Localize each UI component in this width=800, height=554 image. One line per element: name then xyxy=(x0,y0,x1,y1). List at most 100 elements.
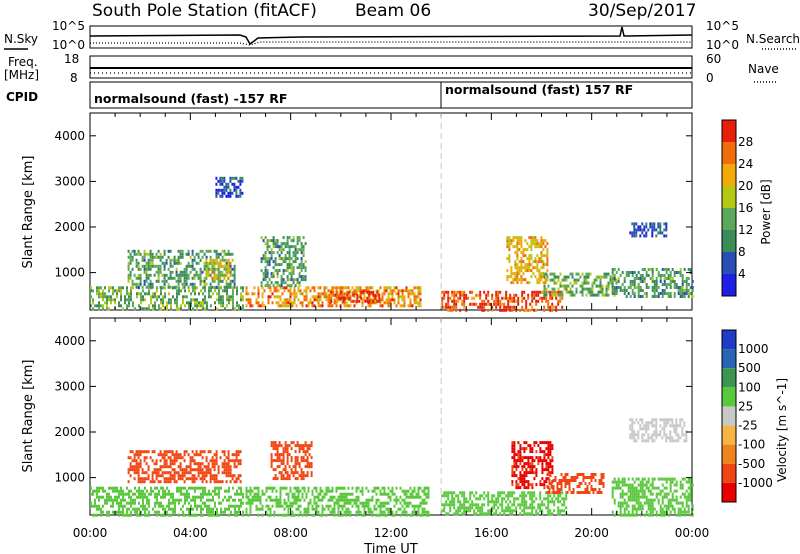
echo-cell xyxy=(194,301,196,305)
echo-cell xyxy=(203,282,206,286)
echo-cell xyxy=(270,462,273,466)
echo-cell xyxy=(385,289,388,293)
echo-cell xyxy=(177,465,180,469)
echo-cell xyxy=(561,290,564,294)
echo-cell xyxy=(300,248,303,252)
echo-cell xyxy=(162,495,164,499)
echo-cell xyxy=(653,486,656,490)
echo-cell xyxy=(282,242,285,246)
echo-cell xyxy=(516,239,519,243)
echo-cell xyxy=(207,465,210,469)
echo-cell xyxy=(577,272,580,276)
echo-cell xyxy=(205,258,208,262)
echo-cell xyxy=(330,293,333,297)
echo-cell xyxy=(192,495,194,499)
echo-cell xyxy=(514,236,517,240)
echo-cell xyxy=(541,299,544,303)
echo-cell xyxy=(304,453,307,457)
echo-cell xyxy=(141,468,144,472)
echo-cell xyxy=(563,500,566,504)
echo-cell xyxy=(545,447,548,451)
echo-cell xyxy=(356,296,359,300)
echo-cell xyxy=(649,507,652,511)
echo-cell xyxy=(336,299,339,303)
echo-cell xyxy=(555,275,558,279)
echo-cell xyxy=(304,474,307,478)
echo-cell xyxy=(304,465,307,469)
echo-cell xyxy=(667,274,670,277)
echo-cell xyxy=(239,176,242,180)
echo-cell xyxy=(257,513,260,517)
echo-cell xyxy=(173,462,176,466)
echo-cell xyxy=(645,271,648,274)
echo-cell xyxy=(341,495,344,499)
echo-cell xyxy=(303,486,306,490)
echo-cell xyxy=(268,278,271,282)
echo-cell xyxy=(447,494,450,498)
echo-cell xyxy=(195,453,198,457)
velocity-cbar-swatch xyxy=(722,425,736,445)
echo-cell xyxy=(276,269,279,273)
echo-cell xyxy=(520,269,523,273)
echo-cell xyxy=(419,292,422,296)
echo-cell xyxy=(287,492,290,496)
echo-cell xyxy=(163,249,166,253)
echo-cell xyxy=(393,498,396,502)
echo-cell xyxy=(551,290,554,294)
echo-cell xyxy=(455,293,458,297)
echo-cell xyxy=(343,510,346,514)
echo-cell xyxy=(515,509,518,513)
x-tick-label: 00:00 xyxy=(73,526,108,540)
echo-cell xyxy=(304,459,307,463)
echo-cell xyxy=(573,278,576,282)
echo-cell xyxy=(631,234,634,238)
echo-cell xyxy=(576,491,579,494)
echo-cell xyxy=(219,258,222,262)
echo-cell xyxy=(142,504,144,508)
echo-cell xyxy=(272,447,275,451)
echo-cell xyxy=(505,290,508,294)
echo-cell xyxy=(183,273,186,277)
echo-cell xyxy=(340,290,343,294)
echo-cell xyxy=(512,272,515,276)
echo-cell xyxy=(649,277,652,280)
echo-cell xyxy=(317,298,320,302)
echo-cell xyxy=(100,495,102,499)
echo-cell xyxy=(208,510,210,514)
echo-cell xyxy=(202,486,204,490)
echo-cell xyxy=(659,430,662,434)
echo-cell xyxy=(613,292,616,295)
echo-cell xyxy=(227,194,230,198)
echo-cell xyxy=(643,433,646,437)
echo-cell xyxy=(294,278,297,282)
echo-cell xyxy=(683,492,686,496)
echo-cell xyxy=(261,513,264,517)
echo-cell xyxy=(481,494,484,498)
echo-cell xyxy=(516,275,519,279)
echo-cell xyxy=(197,468,200,472)
echo-cell xyxy=(327,289,330,293)
echo-cell xyxy=(631,486,634,490)
echo-cell xyxy=(286,456,289,460)
echo-cell xyxy=(520,251,523,255)
echo-cell xyxy=(419,301,422,305)
echo-cell xyxy=(317,301,320,305)
echo-cell xyxy=(124,295,126,299)
echo-cell xyxy=(353,304,356,308)
echo-cell xyxy=(366,299,369,303)
echo-cell xyxy=(227,182,230,186)
echo-cell xyxy=(331,286,334,290)
echo-cell xyxy=(296,242,299,246)
echo-cell xyxy=(221,179,224,183)
echo-cell xyxy=(106,307,108,311)
echo-cell xyxy=(667,504,670,508)
echo-cell xyxy=(272,275,275,279)
echo-cell xyxy=(281,513,284,517)
echo-cell xyxy=(289,295,292,299)
echo-cell xyxy=(290,272,293,276)
echo-cell xyxy=(627,486,630,490)
echo-cell xyxy=(189,264,192,268)
echo-cell xyxy=(167,480,170,484)
echo-cell xyxy=(417,301,420,305)
echo-cell xyxy=(173,453,176,457)
